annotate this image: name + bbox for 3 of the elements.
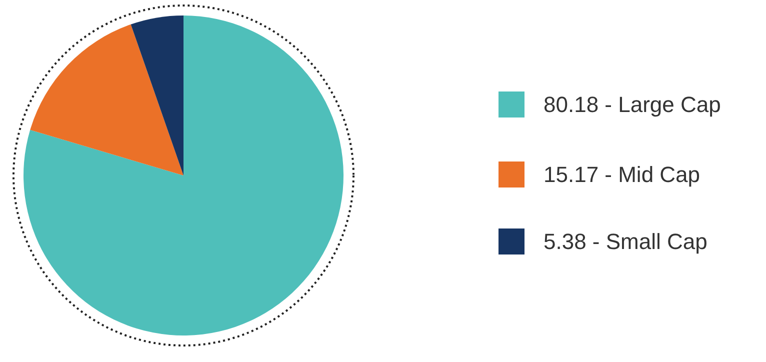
legend-label: 5.38 - Small Cap	[544, 229, 708, 254]
legend-label: 80.18 - Large Cap	[544, 92, 721, 117]
legend-label: 15.17 - Mid Cap	[544, 162, 700, 187]
